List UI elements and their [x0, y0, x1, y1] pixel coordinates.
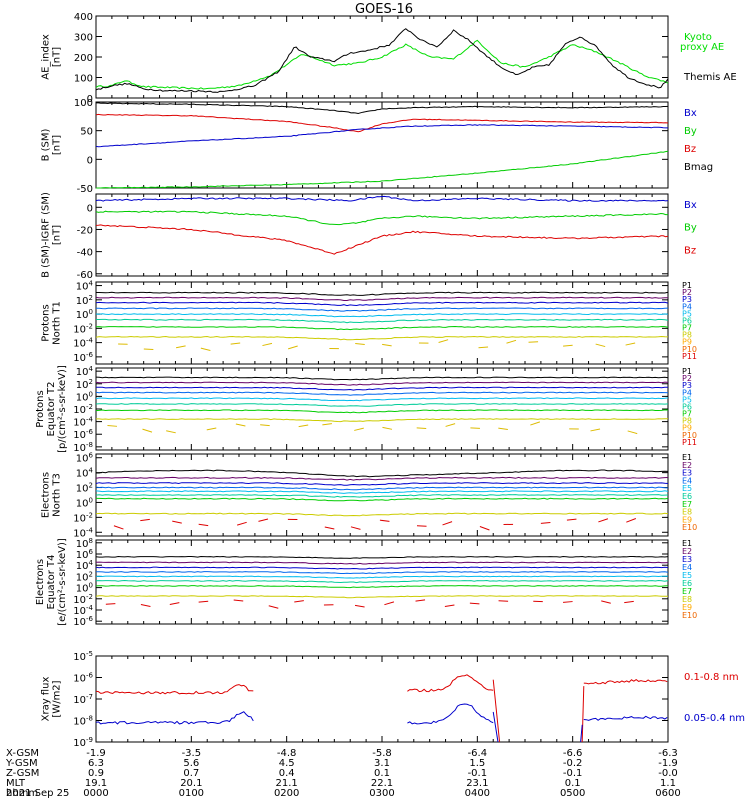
plot-title: GOES-16 [355, 2, 413, 17]
y-axis-label: B (SM) [41, 128, 52, 161]
y-tick-label: 0 [87, 155, 93, 166]
legend-label: P11 [682, 438, 697, 447]
legend-label: Themis AE [683, 72, 737, 83]
y-axis-label: Xray flux [41, 677, 52, 722]
axis-row-value: 0300 [369, 788, 394, 799]
sparse-segment [144, 349, 154, 350]
y-tick-label: 200 [74, 53, 93, 64]
legend-label: Bz [684, 245, 696, 256]
y-axis-label: [nT] [52, 135, 63, 155]
y-tick-label: 300 [74, 33, 93, 44]
y-axis-label: Protons [35, 390, 46, 427]
legend-label: By [684, 223, 697, 234]
y-axis-label: Electrons [35, 559, 46, 605]
sparse-segment [470, 428, 480, 429]
legend-label: Bmag [684, 162, 713, 173]
legend-label: By [684, 126, 697, 137]
y-axis-label: [e/(cm²-s-sr-keV)] [57, 538, 68, 626]
y-axis-label: North T1 [52, 301, 63, 345]
axis-row-value: 0000 [83, 788, 108, 799]
legend-label: E10 [682, 611, 697, 620]
y-axis-label: Protons [41, 304, 52, 341]
y-axis-label: North T3 [52, 473, 63, 517]
axis-row-value: 0500 [560, 788, 585, 799]
legend-label: Bx [684, 108, 697, 119]
y-axis-label: Electrons [41, 472, 52, 518]
legend-label: Bx [684, 200, 697, 211]
sparse-segment [529, 342, 539, 343]
y-tick-label: 0 [87, 203, 93, 214]
sparse-segment [417, 526, 427, 527]
sparse-segment [470, 603, 480, 604]
y-axis-label: Equator T4 [46, 555, 57, 610]
y-axis-label: B (SM)-IGRF (SM) [41, 192, 52, 278]
axis-row-value: 0400 [465, 788, 490, 799]
axis-row-value: 0600 [655, 788, 680, 799]
y-tick-label: -50 [77, 184, 93, 195]
y-tick-label: 400 [74, 12, 93, 23]
y-tick-label: -20 [77, 225, 93, 236]
y-axis-label: [nT] [52, 225, 63, 245]
axis-row-value: 0100 [179, 788, 204, 799]
y-axis-label: [p/(cm²-s-sr-keV)] [57, 365, 68, 453]
y-tick-label: 100 [74, 74, 93, 85]
legend-label: Bz [684, 144, 696, 155]
y-axis-label: AE_index [41, 34, 52, 80]
y-axis-label: Equator T2 [46, 382, 57, 437]
legend-label: E10 [682, 523, 697, 532]
sparse-segment [106, 604, 116, 605]
y-axis-label: [W/m2] [52, 680, 63, 717]
legend-label: proxy AE [680, 42, 724, 53]
sparse-segment [417, 428, 427, 429]
sparse-segment [479, 347, 489, 348]
axis-row-value: 0200 [274, 788, 299, 799]
y-tick-label: 100 [74, 98, 93, 109]
legend-label: P11 [682, 352, 697, 361]
y-axis-label: [nT] [52, 47, 63, 67]
legend-label: 0.1-0.8 nm [684, 672, 739, 683]
legend-label: 0.05-0.4 nm [684, 713, 745, 724]
plot-date: 2021 Sep 25 [6, 788, 69, 799]
y-tick-label: 50 [80, 127, 93, 138]
y-tick-label: -40 [77, 248, 93, 259]
